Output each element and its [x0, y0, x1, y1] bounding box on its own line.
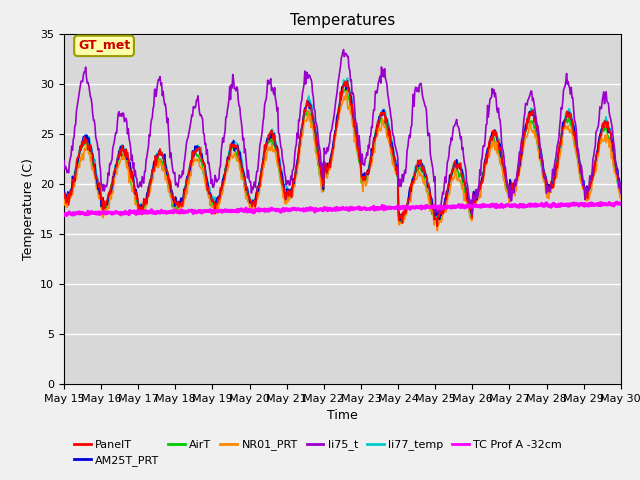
Text: GT_met: GT_met: [78, 39, 130, 52]
Title: Temperatures: Temperatures: [290, 13, 395, 28]
Legend: PanelT, AM25T_PRT, AirT, NR01_PRT, li75_t, li77_temp, TC Prof A -32cm: PanelT, AM25T_PRT, AirT, NR01_PRT, li75_…: [70, 435, 566, 470]
Y-axis label: Temperature (C): Temperature (C): [22, 158, 35, 260]
X-axis label: Time: Time: [327, 409, 358, 422]
